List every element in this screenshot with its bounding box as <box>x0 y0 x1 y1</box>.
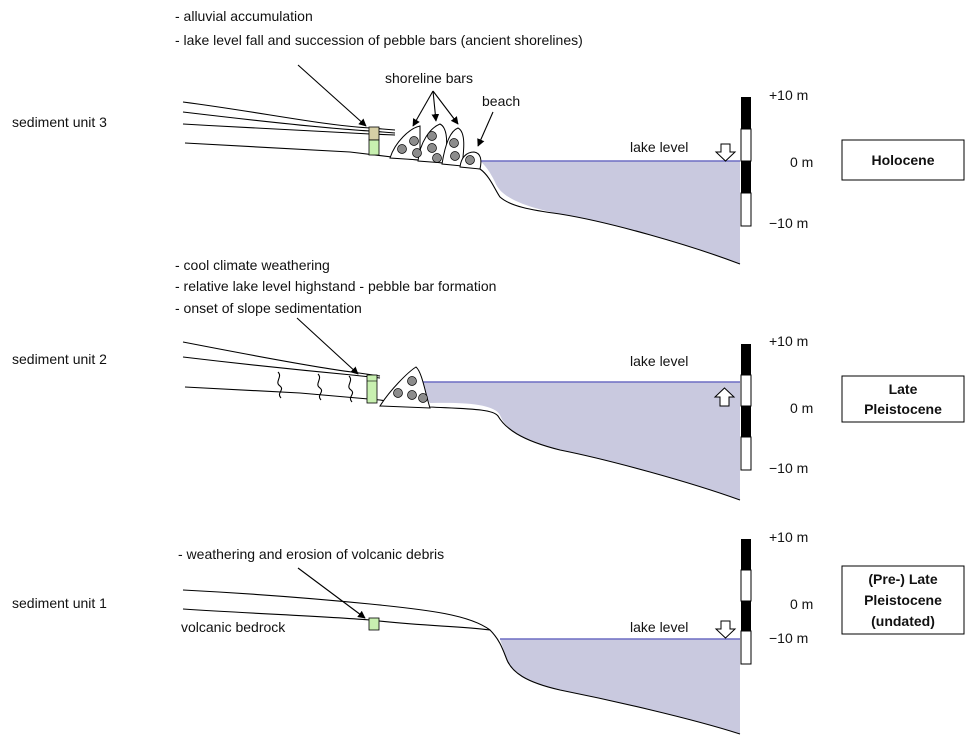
scale-mid-3: 0 m <box>790 154 813 170</box>
note-lake-level-fall: - lake level fall and succession of pebb… <box>175 32 583 48</box>
bar-arrow-1 <box>412 90 434 127</box>
note-alluvial: - alluvial accumulation <box>175 8 313 24</box>
beach-label: beach <box>482 93 520 109</box>
era-undated: (undated) <box>871 613 935 629</box>
lake-level-label-2: lake level <box>630 353 688 369</box>
shoreline-bars-label: shoreline bars <box>385 70 473 86</box>
scale-bottom-3: −10 m <box>769 215 808 231</box>
scale-top-2: +10 m <box>769 333 808 349</box>
era-pleistocene: Pleistocene <box>864 401 942 417</box>
weathering-squiggle-3 <box>348 375 354 403</box>
lake-level-label-3: lake level <box>630 139 688 155</box>
lake-water-3 <box>480 161 740 264</box>
scale-mid-1: 0 m <box>790 596 813 612</box>
alluvial-arrow <box>297 64 367 127</box>
scale-bar-3: +10 m 0 m −10 m <box>740 87 813 231</box>
scale-bar-2: +10 m 0 m −10 m <box>740 333 813 476</box>
sediment-column-1 <box>368 617 380 631</box>
bar-arrow-3 <box>432 90 459 125</box>
note-cool-climate: - cool climate weathering <box>175 257 330 273</box>
lake-level-label-1: lake level <box>630 619 688 635</box>
panel-unit-1: - weathering and erosion of volcanic deb… <box>12 529 965 735</box>
era-late: Late <box>889 381 918 397</box>
sediment-column-3 <box>368 139 380 156</box>
scale-mid-2: 0 m <box>790 400 813 416</box>
panel-unit-2: - cool climate weathering - relative lak… <box>12 257 965 501</box>
lake-level-rise-arrow <box>713 387 736 407</box>
era-holocene: Holocene <box>871 152 934 168</box>
era-box-holocene <box>841 139 965 181</box>
alluvial-line-low-3 <box>182 123 396 136</box>
sediment-unit-3-label: sediment unit 3 <box>12 114 107 130</box>
bedrock-surface-1 <box>182 608 491 631</box>
slope-line-upper-2 <box>182 341 381 377</box>
pebbles-3 <box>397 131 475 165</box>
scale-top-1: +10 m <box>769 529 808 545</box>
weathering-squiggle-1 <box>277 371 283 399</box>
era-pleistocene-1: Pleistocene <box>864 592 942 608</box>
bar-arrow-2 <box>431 90 440 122</box>
alluvial-column-3 <box>368 126 380 141</box>
beach-arrow <box>477 111 494 147</box>
note-weathering-erosion: - weathering and erosion of volcanic deb… <box>178 546 444 562</box>
weathering-arrow <box>297 567 366 619</box>
ground-surface-2 <box>184 386 741 501</box>
slope-sedimentation-arrow <box>296 317 359 375</box>
volcanic-bedrock-label: volcanic bedrock <box>181 619 286 635</box>
era-box-pre-late-pleistocene <box>841 565 965 635</box>
scale-bottom-1: −10 m <box>769 630 808 646</box>
panel-unit-3: - alluvial accumulation - lake level fal… <box>12 8 965 265</box>
lake-level-low-arrow <box>714 620 737 639</box>
sediment-unit-2-label: sediment unit 2 <box>12 351 107 367</box>
lake-water-1 <box>500 639 740 734</box>
note-highstand: - relative lake level highstand - pebble… <box>175 278 496 294</box>
note-slope-sedimentation: - onset of slope sedimentation <box>175 300 362 316</box>
alluvial-line-mid-3 <box>182 111 396 134</box>
scale-bar-1: +10 m 0 m −10 m <box>740 529 813 665</box>
lake-water-2 <box>412 382 740 500</box>
sediment-column-2 <box>366 374 378 404</box>
lake-level-fall-arrow <box>714 143 737 162</box>
scale-top-3: +10 m <box>769 87 808 103</box>
weathering-squiggle-2 <box>317 373 323 401</box>
alluvial-line-upper-3 <box>182 101 396 131</box>
scale-bottom-2: −10 m <box>769 460 808 476</box>
era-pre-late: (Pre-) Late <box>868 571 937 587</box>
sediment-unit-1-label: sediment unit 1 <box>12 595 107 611</box>
ground-surface-1 <box>182 589 741 735</box>
ground-surface-3 <box>184 142 741 265</box>
pebbles-2 <box>393 376 428 403</box>
era-box-late-pleistocene <box>841 375 965 423</box>
slope-line-low-2 <box>182 356 381 379</box>
